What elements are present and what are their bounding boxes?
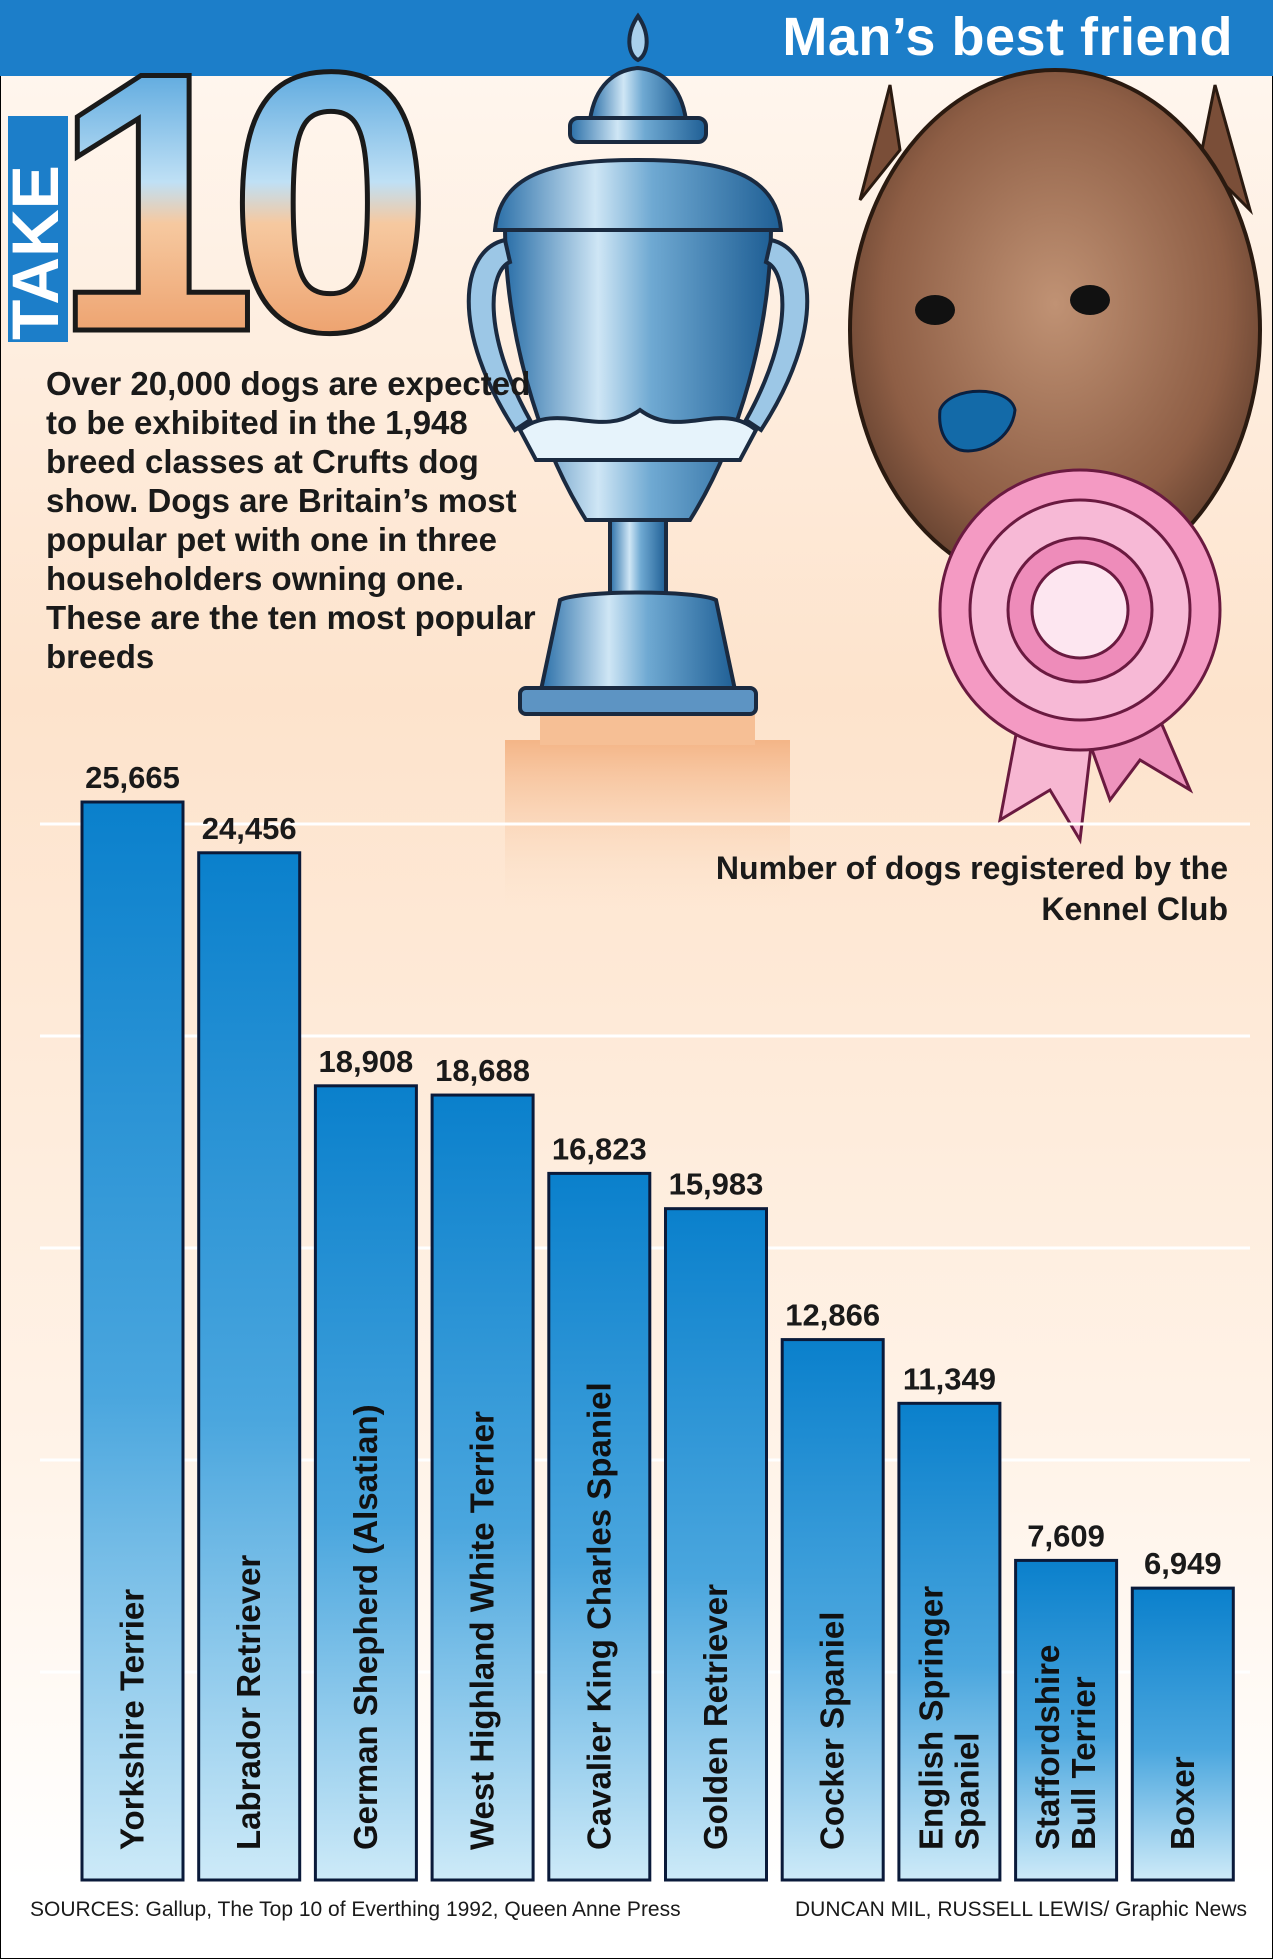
bar-group: 16,823 Cavalier King Charles Spaniel — [547, 1131, 652, 1882]
take-band — [8, 116, 68, 342]
bar-category-label: Cocker Spaniel — [814, 1612, 851, 1850]
bar-value-label: 16,823 — [552, 1131, 647, 1166]
bar — [664, 1207, 768, 1882]
footer-sources: SOURCES: Gallup, The Top 10 of Everthing… — [30, 1898, 681, 1921]
bar-value-label: 24,456 — [202, 811, 297, 846]
bar — [430, 1093, 535, 1882]
bar-category-label: Golden Retriever — [697, 1584, 734, 1850]
footer-credit: DUNCAN MIL, RUSSELL LEWIS/ Graphic News — [794, 1898, 1247, 1921]
bar-category-label: Cavalier King Charles Spaniel — [580, 1382, 617, 1850]
bar-group: 12,866 Cocker Spaniel — [780, 1298, 885, 1882]
logo-number: 10 — [52, 0, 419, 409]
logo-take-text: TAKE — [0, 165, 72, 340]
trophy-icon — [466, 12, 810, 716]
dog-nose-icon — [938, 389, 1017, 453]
bar-category-label: West Highland White Terrier — [464, 1411, 501, 1850]
bar — [897, 1401, 1002, 1882]
bar-value-label: 18,688 — [435, 1053, 530, 1088]
chart-subtitle: Number of dogs registered by the Kennel … — [715, 850, 1228, 927]
bar — [313, 1084, 418, 1882]
bar-category-label: Boxer — [1164, 1756, 1201, 1850]
bar — [1014, 1558, 1119, 1882]
bar-category-label: German Shepherd (Alsatian) — [347, 1404, 384, 1850]
bar-value-label: 6,949 — [1144, 1546, 1222, 1581]
dog-eye-right-icon — [1070, 285, 1110, 315]
bar-category-label: English SpringerSpaniel — [912, 1586, 985, 1850]
bar-value-label: 15,983 — [669, 1167, 764, 1202]
bar-value-label: 11,349 — [903, 1361, 996, 1396]
intro-text: Over 20,000 dogs are expected to be exhi… — [46, 365, 536, 675]
page-title: Man’s best friend — [782, 7, 1233, 67]
bar-category-label: Yorkshire Terrier — [114, 1589, 151, 1850]
bar — [780, 1338, 885, 1882]
bar-value-label: 12,866 — [785, 1298, 880, 1333]
bar-group: 18,908 German Shepherd (Alsatian) — [313, 1044, 418, 1882]
bar — [547, 1171, 652, 1882]
bar-value-label: 25,665 — [85, 760, 180, 795]
bar-category-label: Labrador Retriever — [230, 1555, 267, 1850]
bar-group: 25,665 Yorkshire Terrier — [80, 760, 185, 1882]
bar-group: 7,609 StaffordshireBull Terrier — [1014, 1518, 1119, 1882]
dog-eye-left-icon — [915, 295, 955, 325]
bar-value-label: 7,609 — [1027, 1518, 1105, 1553]
bar — [80, 800, 185, 1882]
bar-group: 6,949 Boxer — [1130, 1546, 1235, 1882]
bar-group: 18,688 West Highland White Terrier — [430, 1053, 535, 1882]
bar — [197, 851, 302, 1882]
bar-group: 11,349 English SpringerSpaniel — [897, 1361, 1002, 1882]
bar-group: 24,456 Labrador Retriever — [197, 811, 302, 1882]
bar-group: 15,983 Golden Retriever — [664, 1167, 768, 1882]
bar — [1130, 1586, 1235, 1882]
bar-value-label: 18,908 — [318, 1044, 413, 1079]
bar-category-label: StaffordshireBull Terrier — [1029, 1645, 1102, 1850]
rosette-icon — [938, 468, 1222, 845]
take10-logo: TAKE 10 — [0, 0, 451, 412]
yorkshire-terrier-illustration — [848, 68, 1262, 592]
chart-bars: 25,665 Yorkshire Terrier 24,456 Labrador Re… — [80, 760, 1235, 1882]
